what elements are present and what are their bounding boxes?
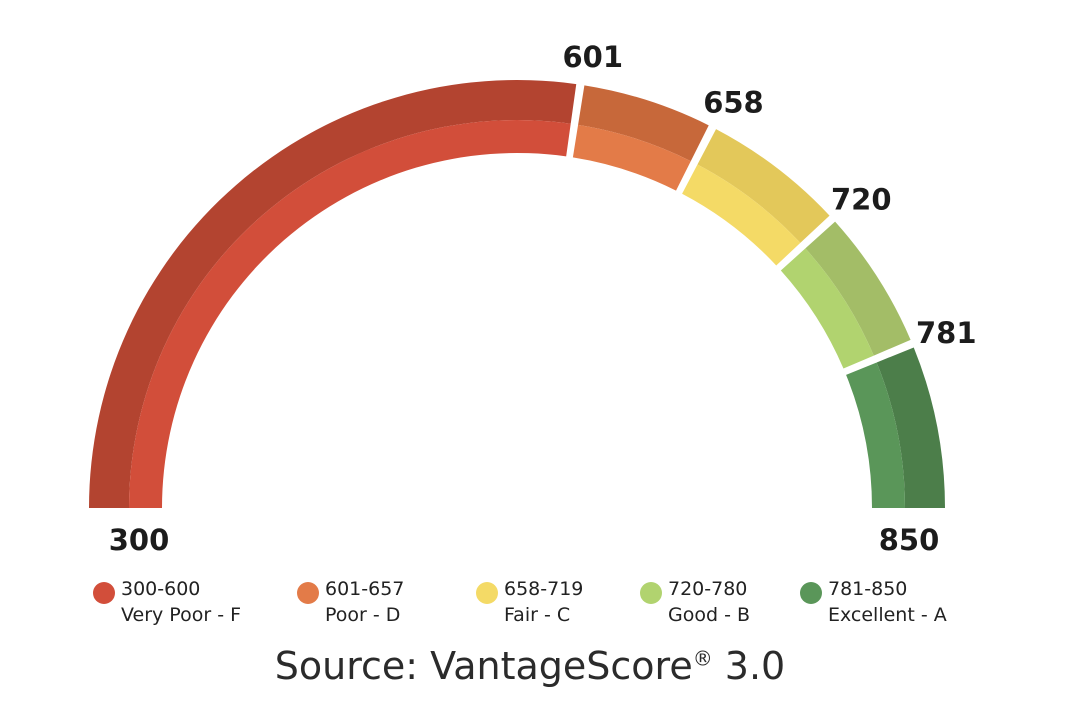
source-prefix: Source: VantageScore [274,644,693,688]
gauge-segment-outer-excellent [876,347,945,508]
legend-grade-good: Good - B [668,604,751,626]
gauge-segment-outer-poor [578,85,709,162]
legend-grade-fair: Fair - C [504,604,571,626]
legend-dot-fair [476,582,498,604]
legend-range-good: 720-780 [668,578,748,600]
legend-range-very-poor: 300-600 [121,578,201,600]
registered-mark: ® [692,646,713,671]
tick-label-658: 658 [703,85,764,119]
gauge-segment-inner-good [780,248,874,369]
source-suffix: 3.0 [712,644,786,688]
source-caption: Source: VantageScore® 3.0 [0,644,1060,688]
gauge-segment-outer-fair [697,129,830,243]
legend-dot-poor [297,582,319,604]
legend-range-fair: 658-719 [504,578,584,600]
legend-dot-very-poor [93,582,115,604]
gauge-segment-inner-excellent [846,362,905,508]
tick-label-300: 300 [109,523,170,557]
legend-grade-poor: Poor - D [325,604,401,626]
gauge-segment-outer-good [805,221,911,356]
legend-grade-excellent: Excellent - A [828,604,947,626]
legend-dot-good [640,582,662,604]
gauge-segment-inner-very-poor [129,120,571,508]
tick-label-781: 781 [916,316,977,350]
legend-range-excellent: 781-850 [828,578,908,600]
legend-grade-very-poor: Very Poor - F [121,604,242,626]
gauge-segment-inner-poor [572,124,691,191]
tick-label-850: 850 [879,523,940,557]
legend-dot-excellent [800,582,822,604]
legend-range-poor: 601-657 [325,578,405,600]
gauge-segment-outer-very-poor [89,79,577,508]
gauge-segment-inner-fair [682,164,801,266]
credit-score-gauge: 300 601 658 720 781 850 [89,40,977,557]
legend: 300-600 Very Poor - F 601-657 Poor - D 6… [0,578,1072,638]
tick-label-601: 601 [563,40,624,74]
tick-label-720: 720 [831,183,892,217]
